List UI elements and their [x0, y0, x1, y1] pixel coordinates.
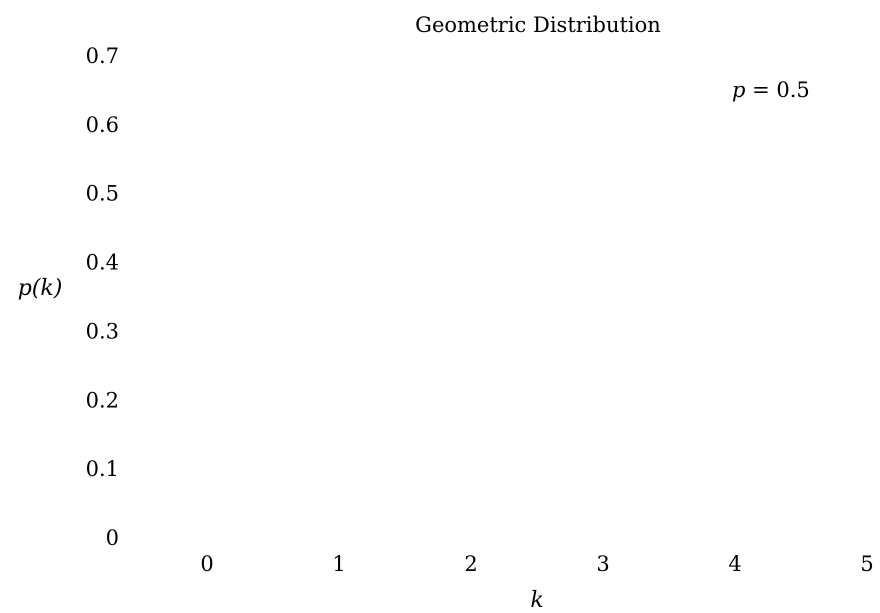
parameter-annotation: p = 0.5	[732, 78, 810, 102]
parameter-value: = 0.5	[745, 78, 809, 102]
x-tick-label: 2	[464, 552, 477, 576]
x-tick-label: 1	[332, 552, 345, 576]
parameter-symbol: p	[732, 78, 745, 102]
x-tick-label: 4	[728, 552, 741, 576]
y-tick-label: 0	[106, 526, 119, 550]
x-axis-ticks: 0 1 2 3 4 5	[200, 552, 873, 576]
x-tick-label: 3	[596, 552, 609, 576]
x-axis-label: k	[530, 588, 543, 613]
y-tick-label: 0.7	[86, 44, 119, 68]
y-axis-label: p(k)	[18, 276, 63, 301]
chart-title: Geometric Distribution	[415, 13, 661, 37]
x-tick-label: 0	[200, 552, 213, 576]
y-axis-ticks: 0 0.1 0.2 0.3 0.4 0.5 0.6 0.7	[86, 44, 119, 550]
y-tick-label: 0.4	[86, 251, 119, 275]
x-tick-label: 5	[860, 552, 873, 576]
y-tick-label: 0.6	[86, 113, 119, 137]
y-tick-label: 0.2	[86, 388, 119, 412]
y-tick-label: 0.1	[86, 457, 119, 481]
y-tick-label: 0.3	[86, 319, 119, 343]
y-tick-label: 0.5	[86, 182, 119, 206]
